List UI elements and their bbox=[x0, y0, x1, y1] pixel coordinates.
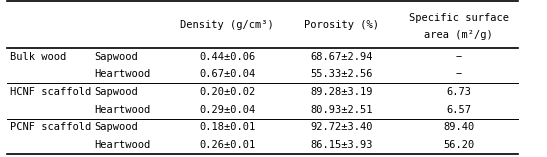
Text: Specific surface: Specific surface bbox=[409, 13, 509, 23]
Text: 6.73: 6.73 bbox=[446, 87, 471, 97]
Text: 80.93±2.51: 80.93±2.51 bbox=[310, 105, 373, 115]
Text: HCNF scaffold: HCNF scaffold bbox=[9, 87, 91, 97]
Text: Bulk wood: Bulk wood bbox=[9, 51, 66, 62]
Text: 92.72±3.40: 92.72±3.40 bbox=[310, 122, 373, 133]
Text: area (m²/g): area (m²/g) bbox=[424, 30, 493, 40]
Text: Heartwood: Heartwood bbox=[94, 69, 150, 79]
Text: −: − bbox=[456, 51, 462, 62]
Text: 6.57: 6.57 bbox=[446, 105, 471, 115]
Text: 0.20±0.02: 0.20±0.02 bbox=[199, 87, 255, 97]
Text: 68.67±2.94: 68.67±2.94 bbox=[310, 51, 373, 62]
Text: Porosity (%): Porosity (%) bbox=[304, 19, 379, 30]
Text: Sapwood: Sapwood bbox=[94, 122, 138, 133]
Text: 89.40: 89.40 bbox=[443, 122, 474, 133]
Text: Heartwood: Heartwood bbox=[94, 105, 150, 115]
Text: PCNF scaffold: PCNF scaffold bbox=[9, 122, 91, 133]
Text: 0.44±0.06: 0.44±0.06 bbox=[199, 51, 255, 62]
Text: 89.28±3.19: 89.28±3.19 bbox=[310, 87, 373, 97]
Text: 0.26±0.01: 0.26±0.01 bbox=[199, 140, 255, 150]
Text: 0.18±0.01: 0.18±0.01 bbox=[199, 122, 255, 133]
Text: Density (g/cm³): Density (g/cm³) bbox=[181, 19, 274, 30]
Text: 0.29±0.04: 0.29±0.04 bbox=[199, 105, 255, 115]
Text: 56.20: 56.20 bbox=[443, 140, 474, 150]
Text: 55.33±2.56: 55.33±2.56 bbox=[310, 69, 373, 79]
Text: −: − bbox=[456, 69, 462, 79]
Text: Sapwood: Sapwood bbox=[94, 87, 138, 97]
Text: 86.15±3.93: 86.15±3.93 bbox=[310, 140, 373, 150]
Text: Sapwood: Sapwood bbox=[94, 51, 138, 62]
Text: 0.67±0.04: 0.67±0.04 bbox=[199, 69, 255, 79]
Text: Heartwood: Heartwood bbox=[94, 140, 150, 150]
